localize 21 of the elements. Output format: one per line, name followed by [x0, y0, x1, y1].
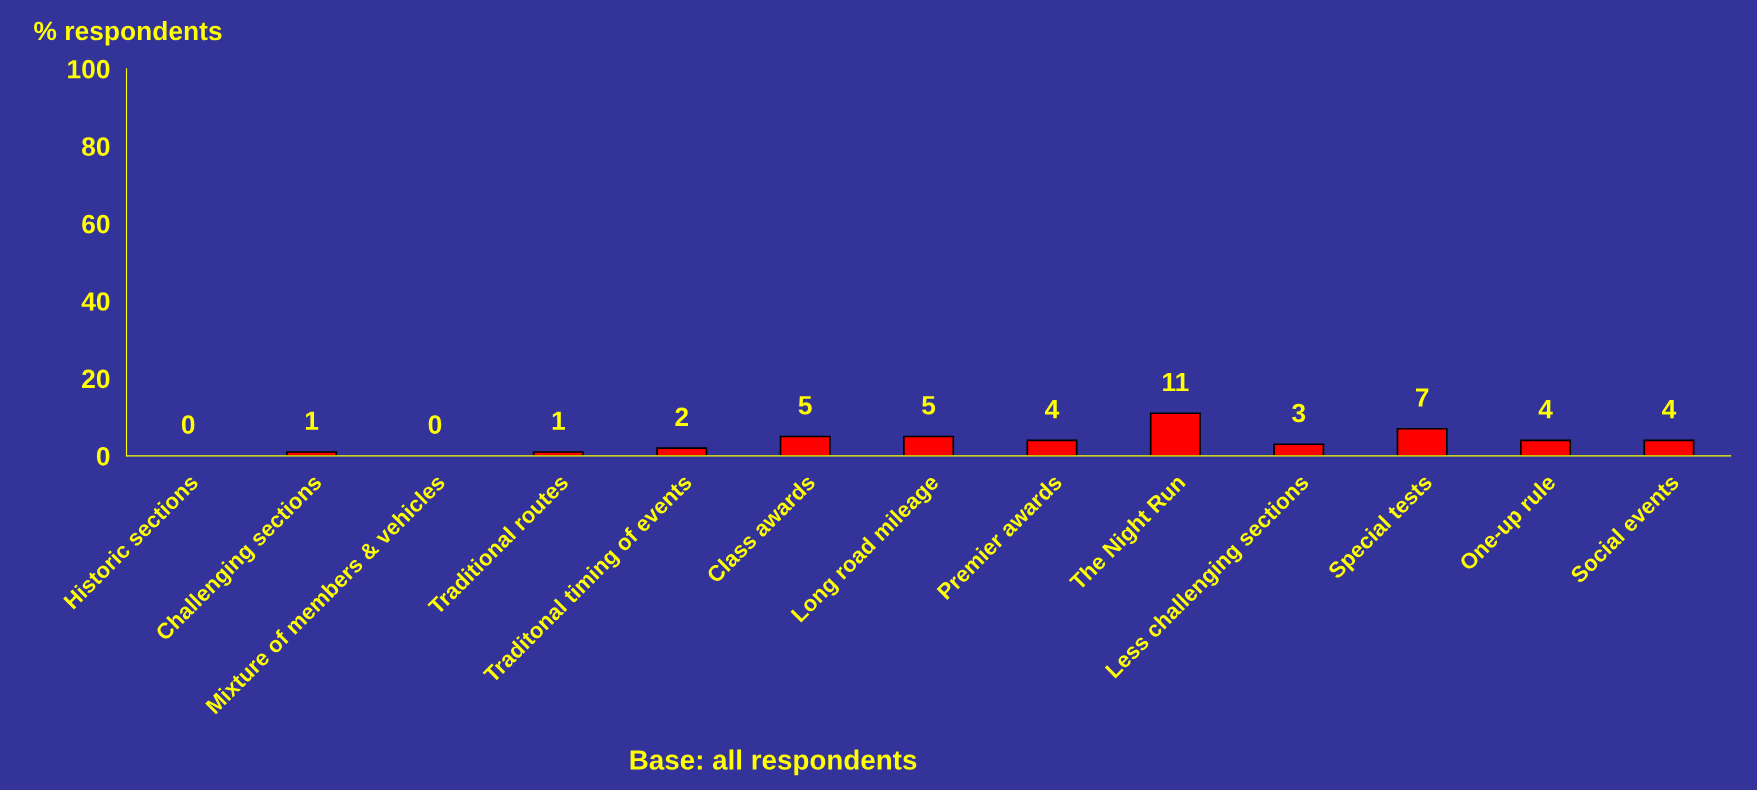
y-tick-label: 60	[82, 214, 110, 234]
data-label: 2	[675, 407, 689, 426]
data-label: 3	[1292, 403, 1306, 423]
data-label: 4	[1538, 400, 1553, 419]
text: Base: all respondents	[630, 749, 917, 776]
y-axis-title: % respondents	[34, 20, 222, 46]
data-label: 1	[552, 411, 565, 430]
y-tick-label: 80	[82, 137, 110, 156]
y-tick-label: 0	[96, 446, 110, 466]
data-label: 7	[1415, 388, 1429, 407]
data-label: 1	[305, 411, 319, 430]
y-tick-label: 100	[68, 59, 110, 79]
y-tick-label: 40	[81, 292, 110, 311]
data-label: 5	[922, 396, 936, 415]
y-tick-label: 20	[82, 369, 110, 389]
data-label: 0	[428, 415, 442, 434]
data-label: 4	[1662, 400, 1677, 419]
data-label: 5	[798, 396, 812, 415]
data-label: 0	[181, 415, 195, 434]
data-label: 11	[1163, 372, 1189, 392]
data-label: 4	[1045, 400, 1060, 419]
